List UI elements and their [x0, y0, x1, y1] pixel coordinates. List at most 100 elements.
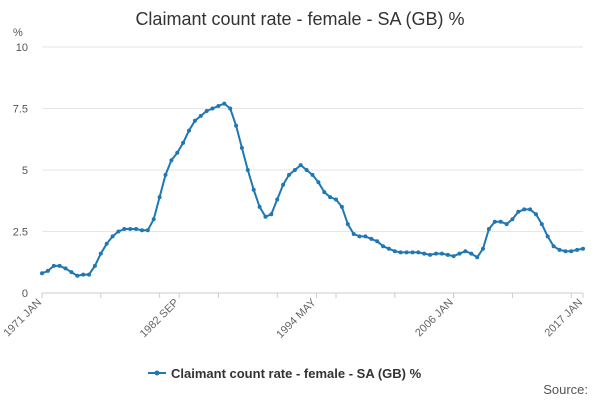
data-point[interactable] — [175, 150, 180, 155]
data-point[interactable] — [510, 217, 515, 222]
data-point[interactable] — [375, 239, 380, 244]
data-point[interactable] — [416, 250, 421, 255]
data-point[interactable] — [522, 207, 527, 212]
y-unit-label: % — [13, 27, 23, 39]
data-point[interactable] — [422, 251, 427, 256]
data-point[interactable] — [222, 101, 227, 106]
data-point[interactable] — [234, 123, 239, 128]
data-point[interactable] — [528, 207, 533, 212]
data-point[interactable] — [369, 236, 374, 241]
data-point[interactable] — [92, 263, 97, 268]
data-point[interactable] — [357, 234, 362, 239]
legend[interactable]: Claimant count rate - female - SA (GB) % — [148, 366, 422, 381]
data-point[interactable] — [187, 128, 191, 133]
data-point[interactable] — [98, 251, 103, 256]
data-point[interactable] — [275, 197, 280, 202]
data-point[interactable] — [310, 172, 315, 177]
data-point[interactable] — [534, 212, 538, 217]
data-point[interactable] — [328, 195, 333, 200]
source-label: Source: — [543, 382, 588, 397]
data-point[interactable] — [63, 266, 68, 271]
data-point[interactable] — [463, 249, 468, 254]
data-point[interactable] — [345, 222, 350, 227]
chart-title: Claimant count rate - female - SA (GB) % — [135, 9, 464, 29]
data-point[interactable] — [351, 232, 356, 236]
data-point[interactable] — [192, 118, 197, 123]
data-point[interactable] — [87, 272, 91, 277]
data-point[interactable] — [57, 263, 62, 268]
data-point[interactable] — [45, 268, 50, 273]
data-point[interactable] — [134, 227, 139, 231]
data-point[interactable] — [539, 222, 544, 227]
data-point[interactable] — [316, 180, 321, 185]
data-point[interactable] — [263, 214, 268, 219]
data-point[interactable] — [151, 217, 156, 222]
data-point[interactable] — [386, 246, 391, 251]
data-point[interactable] — [475, 255, 480, 260]
data-point[interactable] — [469, 251, 474, 256]
data-point[interactable] — [104, 241, 109, 246]
data-point[interactable] — [122, 227, 127, 231]
data-point[interactable] — [322, 190, 327, 195]
data-point[interactable] — [363, 234, 368, 239]
data-point[interactable] — [339, 204, 344, 209]
data-point[interactable] — [116, 229, 121, 234]
data-point[interactable] — [581, 246, 585, 251]
data-point[interactable] — [410, 250, 415, 255]
x-tick-label: 1971 JAN — [1, 297, 44, 340]
data-point[interactable] — [381, 244, 386, 249]
data-point[interactable] — [169, 158, 174, 163]
data-point[interactable] — [451, 254, 456, 259]
data-point[interactable] — [545, 234, 550, 239]
data-point[interactable] — [145, 228, 150, 233]
data-point[interactable] — [128, 227, 133, 231]
data-point[interactable] — [281, 182, 286, 187]
data-point[interactable] — [563, 249, 568, 254]
data-point[interactable] — [269, 212, 274, 217]
data-point[interactable] — [75, 273, 80, 278]
data-point[interactable] — [481, 246, 485, 251]
data-point[interactable] — [292, 168, 297, 172]
data-point[interactable] — [216, 104, 221, 108]
data-point[interactable] — [210, 106, 215, 111]
data-point[interactable] — [404, 250, 409, 255]
data-point[interactable] — [51, 263, 56, 268]
data-point[interactable] — [434, 251, 438, 256]
data-point[interactable] — [457, 251, 462, 256]
data-point[interactable] — [245, 168, 250, 172]
data-point[interactable] — [163, 172, 168, 177]
data-point[interactable] — [40, 271, 44, 276]
y-tick-label: 10 — [16, 42, 28, 54]
data-point[interactable] — [251, 187, 256, 192]
data-point[interactable] — [445, 252, 450, 257]
data-point[interactable] — [298, 163, 303, 168]
data-point[interactable] — [486, 227, 491, 231]
data-point[interactable] — [557, 247, 562, 252]
data-point[interactable] — [228, 106, 233, 111]
data-point[interactable] — [516, 209, 521, 214]
data-point[interactable] — [334, 197, 338, 202]
data-point[interactable] — [157, 195, 162, 200]
data-point[interactable] — [575, 247, 580, 252]
data-point[interactable] — [428, 252, 433, 257]
data-point[interactable] — [492, 219, 497, 224]
data-point[interactable] — [257, 204, 262, 209]
data-point[interactable] — [140, 228, 144, 233]
data-point[interactable] — [304, 168, 309, 172]
data-point[interactable] — [504, 222, 509, 227]
data-point[interactable] — [287, 172, 291, 177]
data-point[interactable] — [204, 109, 209, 113]
data-point[interactable] — [551, 244, 556, 249]
data-point[interactable] — [239, 145, 244, 150]
data-point[interactable] — [498, 219, 503, 224]
data-point[interactable] — [392, 249, 397, 254]
data-point[interactable] — [439, 251, 444, 256]
data-point[interactable] — [69, 270, 74, 275]
data-point[interactable] — [398, 250, 403, 255]
data-point[interactable] — [81, 272, 86, 277]
data-point[interactable] — [569, 249, 574, 254]
x-tick-label: 2006 JAN — [413, 297, 456, 340]
data-point[interactable] — [181, 140, 186, 145]
data-point[interactable] — [198, 113, 203, 118]
data-point[interactable] — [110, 234, 115, 239]
